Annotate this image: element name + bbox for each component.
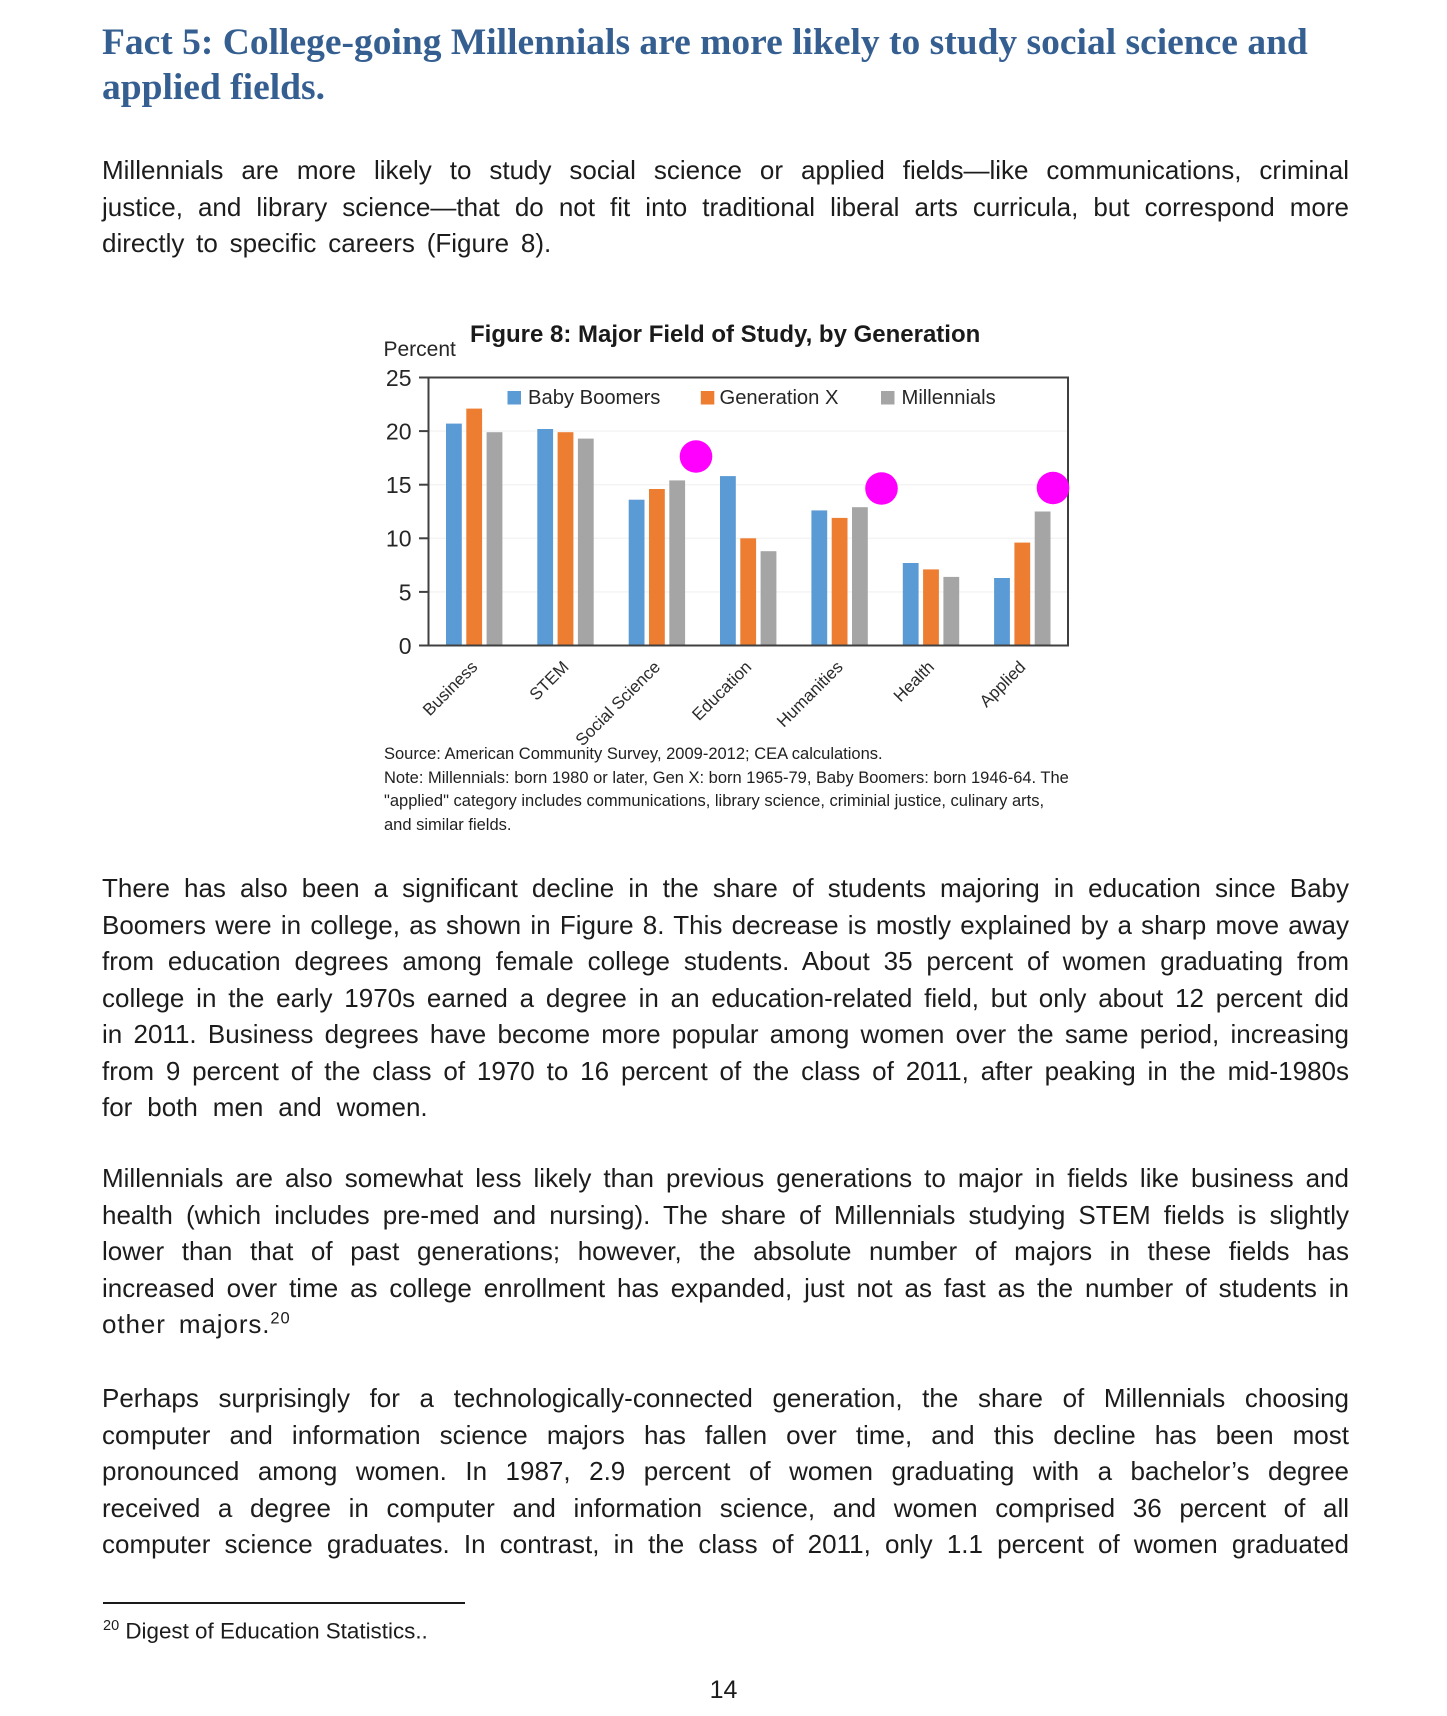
svg-text:Figure 8: Major Field of Study: Figure 8: Major Field of Study, by Gener… [470,321,980,348]
svg-text:Millennials: Millennials [902,387,996,409]
svg-text:Generation X: Generation X [720,387,839,409]
svg-text:STEM: STEM [526,657,573,704]
svg-text:Baby Boomers: Baby Boomers [528,387,660,409]
svg-text:10: 10 [386,526,412,552]
svg-text:Business: Business [419,657,481,719]
svg-text:Education: Education [688,657,755,724]
svg-text:Social Science: Social Science [572,657,664,749]
svg-text:25: 25 [386,365,412,391]
svg-text:15: 15 [386,472,412,498]
svg-text:Health: Health [890,657,938,705]
svg-text:0: 0 [399,633,412,659]
svg-text:20: 20 [386,419,412,445]
svg-text:Percent: Percent [384,338,457,361]
svg-text:Applied: Applied [976,657,1030,711]
svg-text:5: 5 [399,579,412,605]
svg-text:Humanities: Humanities [773,657,847,731]
